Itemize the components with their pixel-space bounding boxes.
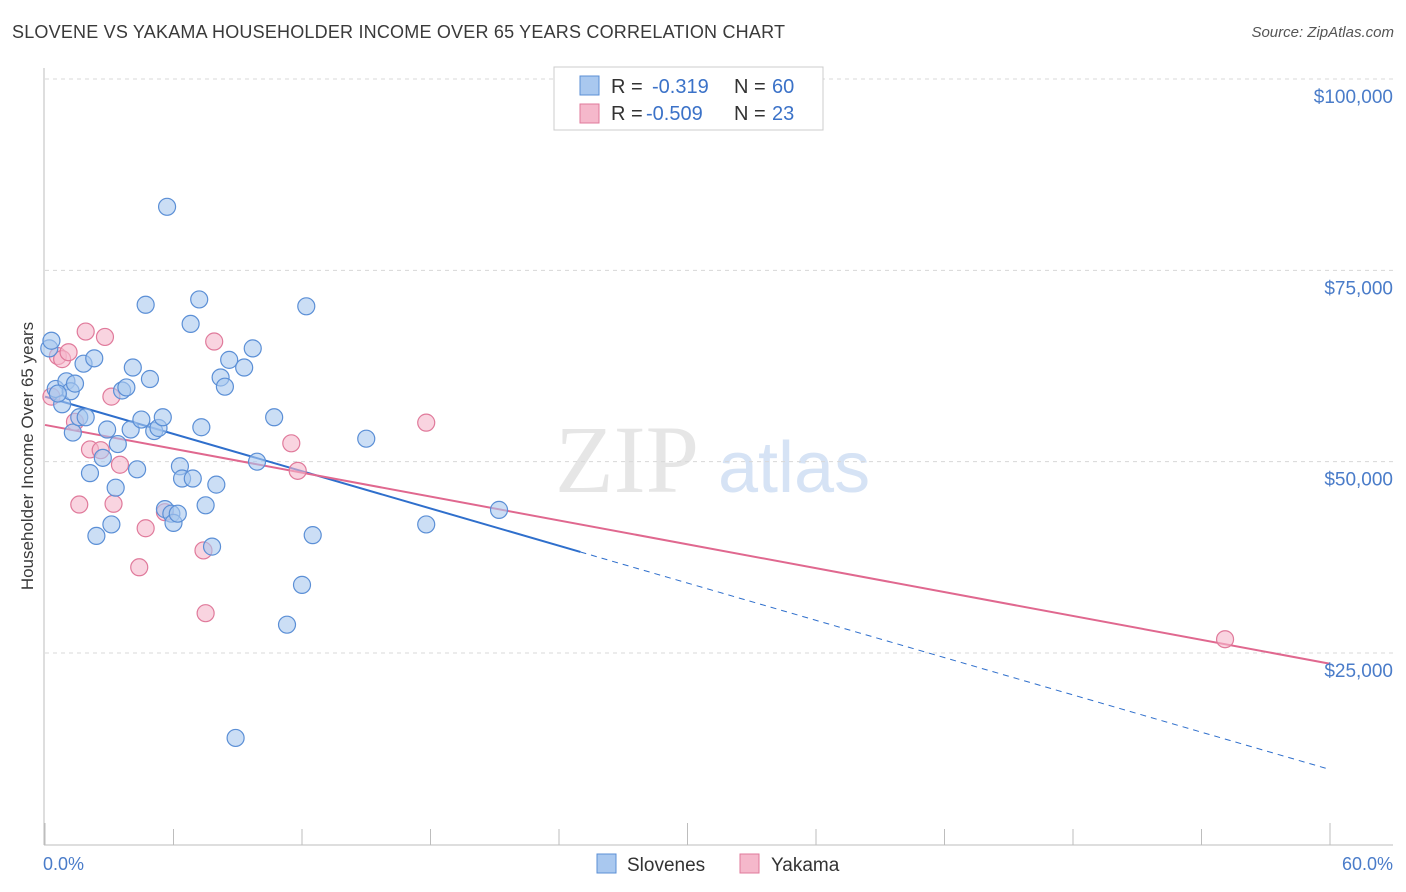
chart-title: SLOVENE VS YAKAMA HOUSEHOLDER INCOME OVE… [12,22,786,42]
bottom-legend-swatch-slovenes [596,853,617,874]
legend-n-value-1: 60 [772,76,794,98]
point-slovenes-15 [102,515,121,534]
point-slovenes-10 [76,408,95,427]
point-slovenes-44 [215,377,234,396]
y-tick-label-1: $50,000 [1324,470,1393,491]
point-slovenes-25 [140,369,160,389]
point-slovenes-33 [168,504,187,523]
legend-n-label-1: N = [734,76,766,98]
trend-line-slovenes-extension [580,551,1331,770]
point-slovenes-17 [108,434,127,454]
source-label: Source: ZipAtlas.com [1251,24,1394,41]
point-slovenes-22 [127,460,147,479]
point-slovenes-24 [136,295,155,314]
point-yakama-18 [205,332,224,351]
point-slovenes-47 [235,358,254,377]
watermark-atlas: atlas [718,428,870,508]
point-slovenes-39 [192,418,211,437]
point-slovenes-30 [157,197,177,216]
y-tick-label-0: $25,000 [1324,661,1393,682]
point-slovenes-53 [297,297,316,316]
point-yakama-11 [104,494,123,513]
point-slovenes-19 [117,378,136,397]
point-yakama-17 [196,604,215,623]
point-slovenes-12 [87,526,106,546]
legend-n-value-2: 23 [772,103,794,125]
point-slovenes-14 [98,420,117,439]
point-slovenes-48 [243,339,262,358]
point-yakama-14 [136,519,155,538]
bottom-legend-slovenes: Slovenes [627,855,705,876]
point-yakama-21 [417,413,436,432]
y-tick-label-2: $75,000 [1324,278,1393,299]
point-slovenes-59 [48,384,67,403]
point-yakama-19 [282,434,301,453]
point-yakama-3 [59,343,78,362]
point-slovenes-23 [132,410,151,429]
point-yakama-20 [288,461,307,480]
point-slovenes-1 [42,331,61,350]
legend-swatch-slovenes [579,75,600,96]
legend-r-value-2: -0.509 [646,103,703,125]
point-slovenes-45 [220,350,239,369]
x-tick-label-max: 60.0% [1342,854,1393,874]
point-yakama-5 [70,495,89,514]
point-yakama-6 [76,322,95,341]
point-yakama-9 [95,327,115,347]
legend: R = -0.319 N = 60 R = -0.509 N = 23 [553,66,824,131]
bottom-legend: Slovenes Yakama [596,853,840,876]
point-slovenes-50 [265,408,284,427]
point-yakama-13 [130,558,149,577]
point-slovenes-55 [357,429,376,448]
point-slovenes-13 [93,448,112,467]
point-slovenes-6 [63,423,82,442]
y-tick-labels: $25,000 $50,000 $75,000 $100,000 [1314,87,1393,682]
point-slovenes-58 [85,349,104,368]
point-slovenes-28 [153,408,172,427]
point-slovenes-21 [123,358,142,377]
point-slovenes-49 [247,452,267,471]
watermark-zip: ZIP [555,406,699,513]
point-slovenes-41 [202,537,222,556]
point-slovenes-36 [181,314,200,334]
data-points [40,197,1235,748]
point-slovenes-7 [65,374,85,393]
point-slovenes-16 [106,478,125,497]
point-slovenes-54 [303,526,322,545]
legend-n-label-2: N = [734,103,766,125]
point-slovenes-38 [190,290,209,309]
point-slovenes-11 [80,464,100,483]
point-slovenes-37 [183,469,202,488]
legend-r-value-1: -0.319 [652,76,709,98]
point-slovenes-57 [489,500,509,519]
y-tick-label-3: $100,000 [1314,87,1393,108]
point-slovenes-46 [226,728,245,748]
bottom-legend-yakama: Yakama [771,855,840,876]
point-slovenes-51 [277,615,297,634]
legend-swatch-yakama [579,103,600,124]
legend-r-label-1: R = [611,76,643,98]
point-yakama-12 [110,455,130,474]
point-slovenes-56 [417,515,436,534]
point-slovenes-40 [196,496,215,515]
x-tick-label-min: 0.0% [43,854,84,874]
legend-r-label-2: R = [611,103,643,125]
point-slovenes-42 [207,475,226,494]
point-slovenes-52 [292,575,312,594]
axes [43,68,1393,846]
point-yakama-22 [1215,630,1235,649]
y-axis-label: Householder Income Over 65 years [18,322,37,590]
bottom-legend-swatch-yakama [739,853,760,874]
